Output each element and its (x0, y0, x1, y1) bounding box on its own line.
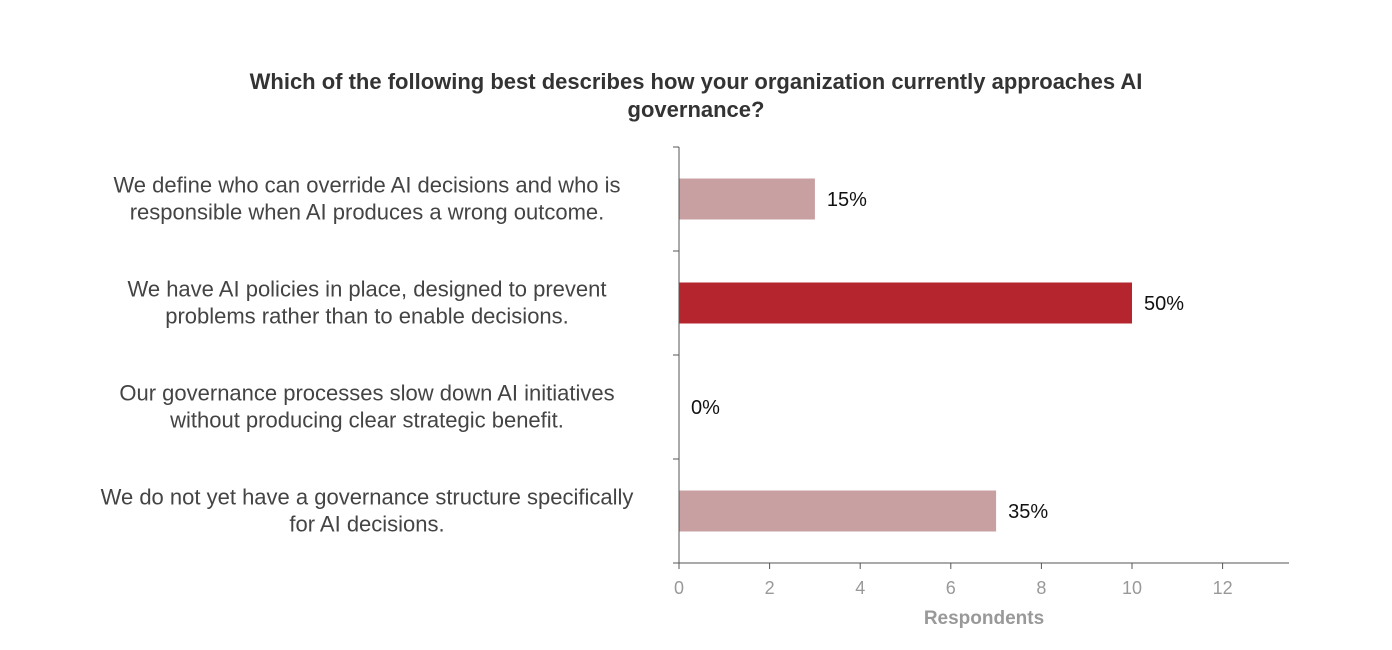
bar-0 (679, 178, 815, 220)
category-label-0-line-1: responsible when AI produces a wrong out… (130, 200, 605, 225)
category-label-3-line-0: We do not yet have a governance structur… (101, 485, 634, 510)
category-label-2-line-0: Our governance processes slow down AI in… (119, 381, 614, 406)
chart-title-line-1: Which of the following best describes ho… (249, 69, 1143, 94)
x-tick-label-2: 2 (765, 578, 775, 598)
bar-1 (679, 282, 1132, 324)
data-label-1: 50% (1144, 293, 1184, 315)
x-tick-label-10: 10 (1122, 578, 1142, 598)
data-label-0: 15% (827, 189, 867, 211)
x-tick-label-0: 0 (674, 578, 684, 598)
x-tick-label-6: 6 (946, 578, 956, 598)
category-label-0-line-0: We define who can override AI decisions … (113, 173, 620, 198)
bar-3 (679, 490, 997, 532)
x-axis-title: Respondents (924, 608, 1044, 629)
data-label-2: 0% (691, 397, 720, 419)
category-label-3-line-1: for AI decisions. (289, 512, 444, 537)
x-tick-label-8: 8 (1036, 578, 1046, 598)
x-tick-label-12: 12 (1213, 578, 1233, 598)
data-label-3: 35% (1008, 501, 1048, 523)
chart-title: Which of the following best describes ho… (140, 68, 1252, 124)
category-label-1-line-0: We have AI policies in place, designed t… (127, 277, 606, 302)
category-label-1-line-1: problems rather than to enable decisions… (165, 304, 569, 329)
x-tick-label-4: 4 (855, 578, 865, 598)
category-label-2-line-1: without producing clear strategic benefi… (169, 408, 564, 433)
chart-title-line-2: governance? (627, 97, 765, 122)
